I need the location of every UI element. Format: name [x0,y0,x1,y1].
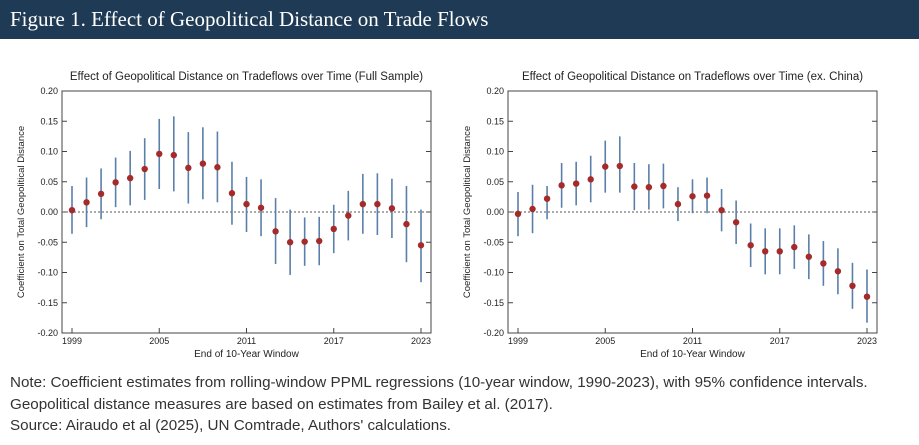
figure-note: Note: Coefficient estimates from rolling… [10,372,910,437]
coefficient-point [689,193,696,200]
coefficient-point [243,200,250,208]
x-tick-label: 2017 [770,336,790,346]
y-tick-label: -0.15 [483,298,504,308]
y-tick-label: 0.05 [486,177,504,187]
figure-title: Figure 1. Effect of Geopolitical Distanc… [0,0,919,39]
source-text: Source: Airaudo et al (2025), UN Comtrad… [10,417,452,434]
x-tick-label: 1999 [508,336,528,346]
x-tick-label: 2023 [411,336,431,346]
coefficient-point [849,282,856,290]
coefficient-point [141,165,148,173]
y-tick-label: 0.20 [40,86,58,96]
coefficient-point [330,225,337,233]
x-tick-label: 2011 [683,336,702,346]
y-tick-label: 0.10 [40,147,58,157]
coefficient-point [863,293,871,300]
coefficient-point [374,200,381,208]
y-tick-label: -0.20 [37,328,58,338]
coefficient-point [558,182,565,189]
y-tick-label: 0.20 [486,86,504,96]
x-tick-label: 2005 [149,336,169,346]
coefficient-point [316,237,323,245]
coefficient-point [214,164,221,171]
y-tick-label: -0.05 [483,237,504,247]
coefficient-point [286,239,294,246]
coefficient-point [645,183,653,191]
y-tick-label: 0.00 [40,207,58,217]
y-tick-label: -0.10 [483,268,504,278]
coefficient-point [834,268,842,275]
y-axis-label: Coefficient on Total Geopolitical Distan… [462,126,473,298]
y-tick-label: 0.05 [40,177,58,187]
coefficient-point [228,190,236,197]
y-tick-label: -0.05 [37,237,58,247]
coefficient-point [762,248,769,255]
coefficient-point [68,206,76,214]
coefficient-point [747,242,754,249]
coefficient-point [345,212,352,219]
coefficient-point [403,220,410,228]
charts-area [0,39,919,369]
coefficient-point [660,182,667,190]
coefficient-point [587,176,594,183]
coefficient-point [388,205,396,212]
coefficient-point [718,206,725,214]
coefficient-point [776,248,783,255]
coefficient-point [805,253,813,260]
y-tick-label: 0.15 [486,116,504,126]
coefficient-point [417,242,425,249]
chart-ex-china: Effect of Geopolitical Distance on Trade… [462,71,878,360]
coefficient-point [791,243,798,251]
coefficient-point [272,228,279,235]
note-text: Note: Coefficient estimates from rolling… [10,374,868,413]
coefficient-point [616,162,623,170]
coefficient-point [97,190,105,198]
y-tick-label: -0.10 [37,268,58,278]
coefficient-point [631,183,638,190]
x-tick-label: 1999 [62,336,82,346]
coefficient-point [156,150,163,158]
coefficient-point [529,205,536,213]
coefficient-point [703,192,711,199]
coefficient-point [572,180,580,187]
coefficient-point [514,210,522,218]
coefficient-point [602,163,609,170]
coefficient-point [185,164,192,172]
y-tick-label: -0.20 [483,328,504,338]
coefficient-point [301,238,308,245]
coefficient-point [199,160,207,167]
y-tick-label: -0.15 [37,298,58,308]
x-axis-label: End of 10-Year Window [194,349,299,360]
coefficient-point [257,204,265,211]
coefficient-point [359,200,367,208]
y-tick-label: 0.15 [40,116,58,126]
y-tick-label: 0.10 [486,147,504,157]
coefficient-point [112,179,119,186]
x-tick-label: 2011 [237,336,256,346]
coefficient-point [170,151,177,159]
y-tick-label: 0.00 [486,207,504,217]
coefficient-point [83,199,90,206]
coefficient-point [674,200,682,208]
x-tick-label: 2023 [857,336,877,346]
chart-full-sample: Effect of Geopolitical Distance on Trade… [16,71,432,360]
coefficient-point [543,195,551,202]
coefficient-point [126,174,134,182]
chart-title: Effect of Geopolitical Distance on Trade… [522,71,863,83]
coefficient-point [820,260,827,267]
x-tick-label: 2017 [324,336,344,346]
x-tick-label: 2005 [595,336,615,346]
x-axis-label: End of 10-Year Window [640,349,745,360]
coefficient-point [732,219,740,226]
y-axis-label: Coefficient on Total Geopolitical Distan… [16,126,27,298]
chart-title: Effect of Geopolitical Distance on Trade… [70,71,423,83]
